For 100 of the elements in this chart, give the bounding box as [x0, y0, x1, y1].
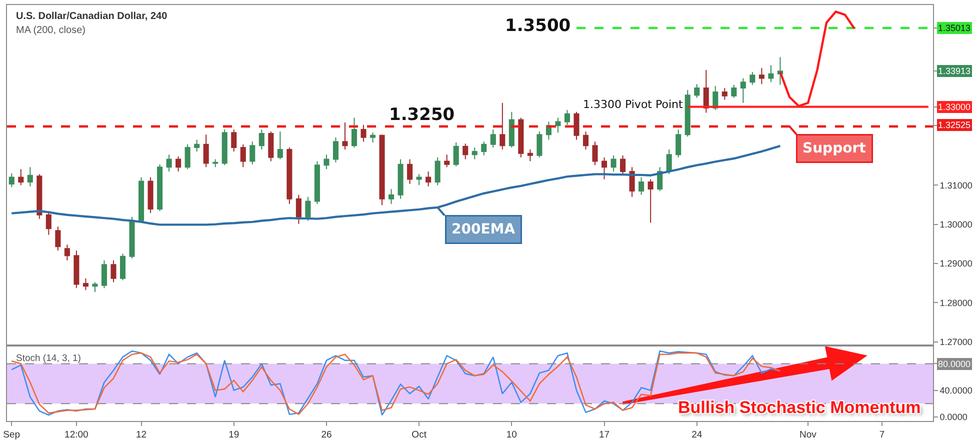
candlestick — [508, 111, 514, 148]
x-tick-label: Sep — [3, 429, 20, 440]
y-tick-label: 1.32525 — [938, 120, 971, 130]
candlestick — [610, 154, 616, 172]
x-tick-label: Nov — [800, 429, 817, 440]
candlestick — [694, 84, 700, 98]
candlestick — [110, 260, 116, 283]
x-tick-label: 7 — [879, 429, 885, 440]
annotation: Support — [802, 140, 866, 156]
candlestick — [500, 102, 506, 150]
candlestick — [453, 142, 459, 167]
candlestick — [222, 129, 228, 166]
candlestick — [370, 132, 376, 143]
y-tick-label: 1.27000 — [940, 336, 972, 347]
candlestick — [231, 129, 237, 152]
candlestick — [27, 166, 33, 187]
candlestick — [324, 154, 330, 170]
candlestick — [129, 216, 135, 259]
candlestick — [638, 176, 644, 196]
candlestick — [74, 250, 80, 289]
x-tick-label: 24 — [692, 429, 702, 440]
candlestick — [490, 129, 496, 148]
candlestick — [92, 282, 98, 293]
candlestick — [36, 174, 42, 220]
candlestick — [758, 68, 764, 85]
ref-line-label: 1.3250 — [389, 105, 455, 125]
x-tick-label: 19 — [228, 429, 240, 440]
y-tick-label: 0.0000 — [940, 412, 968, 422]
candlestick — [388, 188, 394, 204]
candlestick — [722, 88, 728, 100]
candlestick — [592, 141, 598, 166]
candlestick — [536, 130, 542, 158]
candlestick — [360, 124, 366, 142]
y-tick-label: 1.31000 — [940, 180, 972, 190]
candlestick — [416, 174, 422, 186]
candlestick — [194, 139, 200, 152]
candlestick — [574, 111, 580, 140]
candlestick — [676, 129, 682, 158]
candlestick — [184, 144, 190, 170]
candlestick — [8, 172, 14, 188]
series-label: 1.3300 Pivot Point — [583, 98, 684, 111]
candlestick — [518, 117, 524, 158]
candlestick — [277, 130, 283, 160]
candlestick — [666, 149, 672, 175]
candlestick — [407, 158, 413, 184]
candlestick — [434, 156, 440, 186]
candlestick — [703, 70, 709, 114]
candlestick — [426, 170, 432, 187]
candlestick — [286, 147, 292, 204]
candlestick — [258, 129, 264, 150]
candlestick — [731, 84, 737, 98]
text: MA (200, close) — [16, 25, 86, 36]
x-tick-label: Oct — [412, 429, 427, 440]
candlestick — [351, 117, 358, 148]
candlestick — [55, 226, 61, 252]
candlestick — [148, 176, 154, 214]
candlestick — [138, 176, 144, 224]
x-tick-label: 26 — [321, 429, 332, 440]
candlestick — [268, 130, 274, 162]
candlestick — [555, 117, 561, 134]
series-label: 1.3500 — [505, 16, 571, 36]
candlestick — [629, 166, 635, 198]
candlestick — [332, 136, 338, 163]
x-tick-label: 12:00 — [64, 429, 88, 440]
annotation: 200EMA — [452, 222, 516, 238]
candlestick — [684, 89, 690, 138]
candlestick — [46, 210, 52, 236]
candlestick — [462, 143, 468, 160]
candlestick — [472, 147, 478, 160]
x-tick-label: 12 — [136, 429, 147, 440]
candlestick — [250, 141, 256, 165]
candlestick — [203, 134, 209, 168]
x-tick-label: 10 — [506, 429, 517, 440]
y-tick-label: 1.29000 — [940, 258, 972, 269]
candlestick — [176, 156, 182, 172]
candlestick — [740, 78, 746, 104]
y-tick-label: 1.30000 — [940, 219, 972, 230]
candlestick — [314, 160, 320, 204]
candlestick — [166, 154, 172, 172]
x-tick-label: 17 — [598, 429, 610, 440]
candlestick — [648, 178, 654, 224]
candlestick — [444, 154, 450, 168]
candlestick — [157, 164, 163, 212]
y-tick-label: 40.0000 — [940, 385, 972, 396]
candlestick — [101, 260, 107, 289]
candlestick — [305, 196, 311, 222]
candlestick — [768, 64, 774, 83]
y-tick-label: 1.35013 — [938, 23, 971, 33]
candlestick — [296, 194, 302, 224]
candlestick — [240, 144, 246, 168]
y-tick-label: 80.0000 — [938, 359, 971, 369]
candlestick — [750, 71, 756, 86]
candlestick — [602, 156, 608, 180]
candlestick — [342, 122, 348, 150]
y-tick-label: 1.33000 — [938, 102, 971, 112]
candlestick — [120, 253, 126, 281]
text: Stoch (14, 3, 1) — [16, 353, 81, 364]
candlestick — [64, 244, 70, 261]
candlestick — [398, 158, 404, 200]
y-tick-label: 1.33913 — [938, 66, 971, 76]
